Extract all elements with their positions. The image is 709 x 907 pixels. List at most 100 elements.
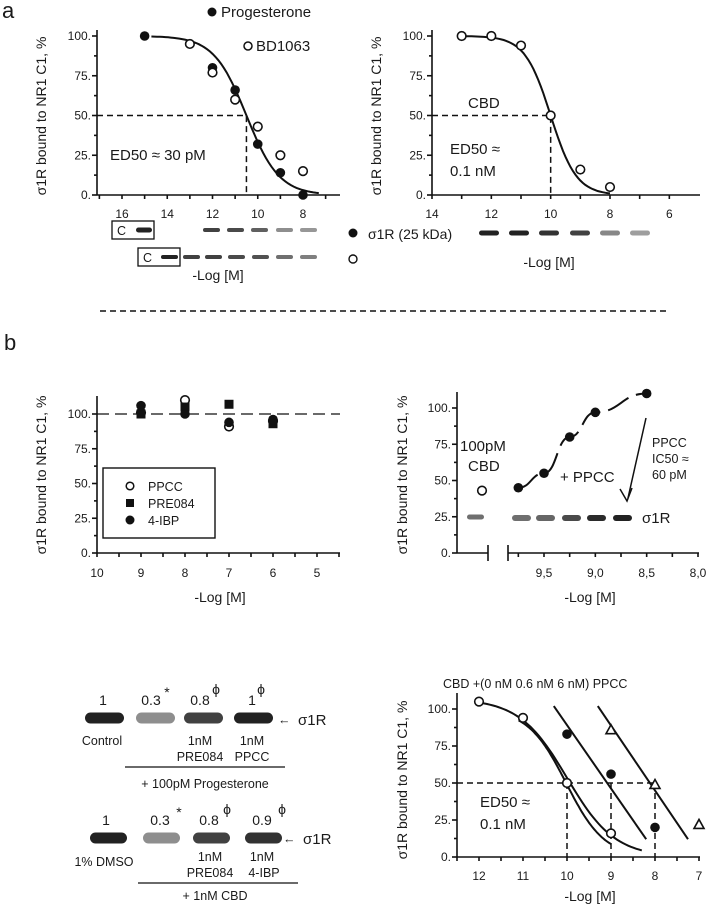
a1-point-filled <box>275 167 286 178</box>
b2-gel-band <box>512 515 531 521</box>
b1-y-tick-label: 0. <box>81 546 91 560</box>
legend-marker-bd1063 <box>243 41 253 51</box>
b1-point-filled <box>180 409 190 419</box>
blot-value: 0.8 <box>199 812 219 828</box>
a2-gel-band <box>600 230 620 236</box>
b3-x-tick-label: 9 <box>608 869 615 883</box>
b3-point-open <box>517 712 529 723</box>
a1-point-open <box>230 94 241 105</box>
blot-mark: * <box>176 804 182 820</box>
b2-y-tick-label: 100. <box>428 401 451 415</box>
panel-label-b: b <box>4 330 16 355</box>
b2-xlabel: -Log [M] <box>564 589 615 605</box>
b2-point-filled <box>564 432 575 442</box>
gel-band-label: σ1R (25 kDa) <box>368 226 452 242</box>
blot-lane-label: 4-IBP <box>248 866 279 880</box>
a1-point-open <box>207 67 218 78</box>
b3-y-tick-label: 75. <box>434 739 451 753</box>
blot-condition: + 100pM Progesterone <box>141 777 269 791</box>
b2-y-tick-label: 50. <box>434 474 451 488</box>
a2-ed50-line2: 0.1 nM <box>450 163 496 180</box>
a2-point-open <box>515 40 527 51</box>
b1-point-square <box>224 399 234 409</box>
chart-marks: 0.25.50.75.100.16 14 12 10 80.25.50.75.100.1… <box>68 29 707 883</box>
b3-ylabel: σ1R bound to NR1 C1, % <box>394 701 410 860</box>
a1-point-filled <box>298 190 308 200</box>
a2-gel-band <box>509 230 529 236</box>
b3-point-filled <box>650 822 660 833</box>
blot-cbd-band <box>245 832 282 844</box>
b1-x-tick-label: 5 <box>314 566 321 580</box>
b3-point-open <box>605 828 617 839</box>
b3-point-triangle <box>648 777 662 790</box>
blot-mark: ϕ <box>223 801 231 817</box>
a1-point-filled <box>230 85 240 95</box>
a2-cbd-label: CBD <box>468 95 500 112</box>
blot-lane-label: PPCC <box>235 750 270 764</box>
b1-y-tick-label: 100. <box>68 407 91 421</box>
a2-x-tick-label: 14 <box>425 207 439 221</box>
a1-xlabel: -Log [M] <box>192 267 243 283</box>
b2-y-tick-label: 25. <box>434 510 451 524</box>
a2-point-open <box>486 30 497 42</box>
a1-point-open <box>252 121 263 132</box>
blot-progesterone-band <box>136 712 175 724</box>
b2-ppcc-label: + PPCC <box>560 469 615 486</box>
b3-fit-curve <box>478 701 643 852</box>
b2-arrow <box>627 417 647 499</box>
a1-ed50-dashed-guide <box>97 114 248 195</box>
b1-x-tick-label: 7 <box>226 566 233 580</box>
blot-value: 1 <box>99 692 107 708</box>
b1-x-tick-label: 6 <box>270 566 277 580</box>
panel-label-a: a <box>2 0 15 23</box>
a2-gel-band <box>630 230 650 236</box>
blot-progesterone-band <box>85 712 124 724</box>
blot-progesterone: 1 0.3 * 0.8 ϕ 1 ϕ ← σ1R Control 1nM 1nM … <box>82 681 327 791</box>
b3-point-open <box>473 696 485 707</box>
a1-point-filled <box>252 139 263 149</box>
blot-lane-label: Control <box>82 734 122 748</box>
b2-x-tick-label: 8,0 <box>690 566 707 580</box>
a2-x-tick-label: 10 <box>544 207 558 221</box>
blot-value: 0.8 <box>190 692 210 708</box>
blot-lane-label: 1nM <box>240 734 264 748</box>
a2-x-tick-label: 6 <box>666 207 673 221</box>
blot-mark: * <box>164 684 170 700</box>
b2-ylabel: σ1R bound to NR1 C1, % <box>394 396 410 555</box>
b3-point-triangle <box>604 723 618 735</box>
blot-progesterone-band <box>234 712 273 724</box>
b2-x-tick-label: 9,5 <box>536 566 553 580</box>
a1-ylabel: σ1R bound to NR1 C1, % <box>33 37 49 196</box>
b3-xlabel: -Log [M] <box>564 888 615 904</box>
a1-gel-row2-band <box>205 255 222 259</box>
a1-x-tick-label: 16 <box>115 207 129 221</box>
b1-point-filled <box>268 414 278 425</box>
a1-y-tick-label: 0. <box>81 188 91 202</box>
a1-x-tick-label: 10 <box>251 207 265 221</box>
a1-gel-row2-band <box>252 255 269 259</box>
b3-y-tick-label: 0. <box>441 850 451 864</box>
blot-cbd-band <box>90 832 127 844</box>
gel-control-label-2: C <box>143 251 152 265</box>
blot-arrow: ← <box>278 713 291 727</box>
legend-progesterone: Progesterone <box>221 4 311 21</box>
blot-cbd-band <box>193 832 230 844</box>
blot-value: 1 <box>102 812 110 828</box>
b1-point-square <box>180 402 190 412</box>
a2-gel-band <box>539 230 559 236</box>
a1-fit-curve <box>151 35 319 195</box>
a1-gel-row2-band <box>183 255 200 259</box>
a2-y-tick-label: 50. <box>409 109 426 123</box>
a2-x-tick-label: 8 <box>607 207 614 221</box>
b1-x-tick-label: 10 <box>90 566 104 580</box>
b1-point-filled <box>136 400 146 411</box>
b3-point-filled <box>562 729 572 739</box>
b1-x-tick-label: 9 <box>138 566 145 580</box>
legend-4ibp: 4-IBP <box>148 514 179 528</box>
a2-point-open <box>604 181 616 193</box>
b1-y-tick-label: 75. <box>74 442 91 456</box>
b2-gel-band <box>587 515 606 521</box>
b3-ed50-line2: 0.1 nM <box>480 816 526 833</box>
a1-y-tick-label: 50. <box>74 109 91 123</box>
